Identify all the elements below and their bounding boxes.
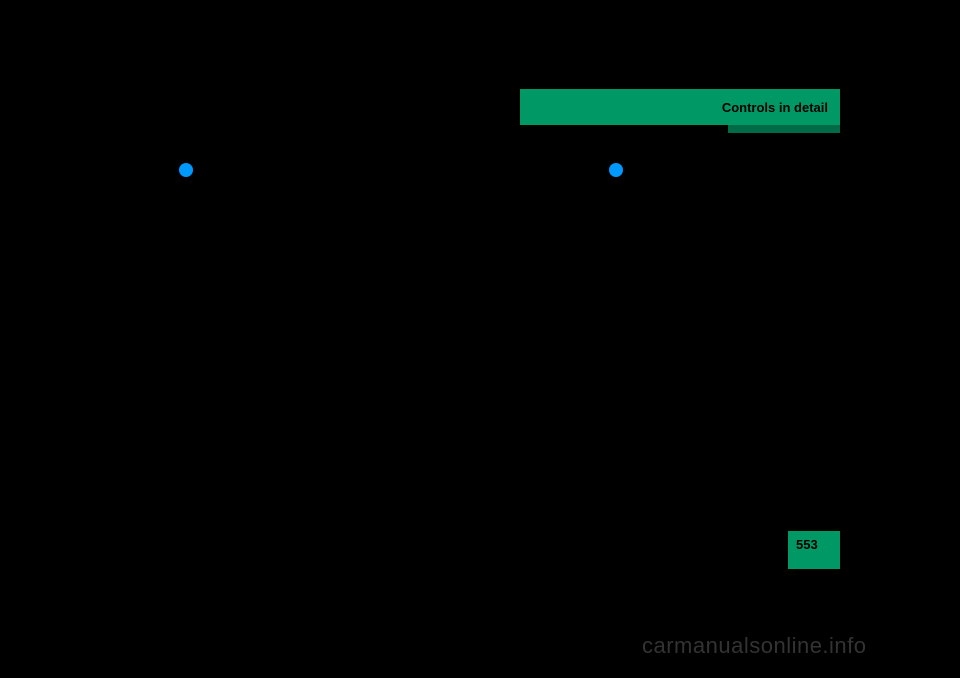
section-header-title: Controls in detail bbox=[722, 100, 828, 115]
section-header-notch bbox=[728, 125, 840, 133]
page-number-badge: 553 bbox=[788, 531, 840, 569]
bullet-icon bbox=[179, 163, 193, 177]
page-root: Controls in detail 553 carmanualsonline.… bbox=[0, 0, 960, 678]
section-header-bar: Controls in detail bbox=[520, 89, 840, 125]
watermark-text: carmanualsonline.info bbox=[642, 633, 867, 659]
bullet-icon bbox=[609, 163, 623, 177]
page-number: 553 bbox=[796, 537, 818, 552]
